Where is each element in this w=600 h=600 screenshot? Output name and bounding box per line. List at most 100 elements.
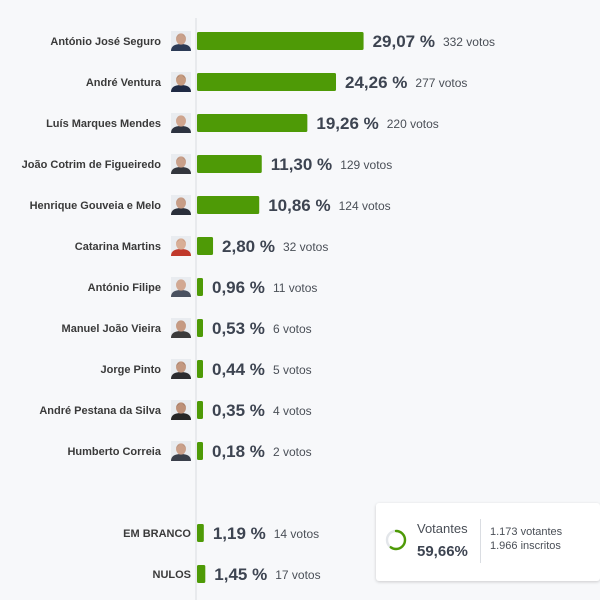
voters-count: 1.173 votantes [490, 526, 563, 538]
result-row: NULOS 1,45 % 17 votos [153, 565, 321, 584]
result-row: Manuel João Vieira 0,53 % 6 votos [62, 318, 312, 338]
candidate-name: Manuel João Vieira [62, 323, 162, 335]
photo-face [176, 74, 186, 86]
candidate-photo-icon [171, 154, 191, 174]
result-votes: 32 votos [283, 240, 328, 254]
result-bar [197, 319, 203, 337]
result-bar [197, 114, 308, 132]
result-votes: 5 votos [273, 363, 312, 377]
photo-face [176, 33, 186, 45]
photo-torso [171, 290, 191, 297]
candidate-photo-icon [171, 195, 191, 215]
result-row: André Ventura 24,26 % 277 votos [86, 72, 467, 92]
result-votes: 220 votos [387, 117, 439, 131]
candidate-photo-icon [171, 113, 191, 133]
result-row: Luís Marques Mendes 19,26 % 220 votos [46, 113, 439, 133]
candidate-photo-icon [171, 400, 191, 420]
result-bar [197, 565, 206, 583]
result-percent: 0,18 % [212, 442, 265, 461]
candidate-name: André Ventura [86, 77, 162, 89]
photo-torso [171, 167, 191, 174]
candidate-name: Henrique Gouveia e Melo [30, 200, 162, 212]
photo-face [176, 115, 186, 127]
result-percent: 24,26 % [345, 73, 407, 92]
candidate-photo-icon [171, 441, 191, 461]
turnout-ring-icon [385, 529, 407, 551]
photo-torso [171, 44, 191, 51]
result-bar [197, 73, 337, 91]
result-percent: 19,26 % [316, 114, 378, 133]
result-percent: 0,96 % [212, 278, 265, 297]
result-votes: 2 votos [273, 445, 312, 459]
candidate-photo-icon [171, 277, 191, 297]
result-percent: 10,86 % [268, 196, 330, 215]
photo-torso [171, 249, 191, 256]
candidate-name: Humberto Correia [67, 446, 161, 458]
candidate-name: Catarina Martins [75, 241, 161, 253]
candidate-name: António Filipe [88, 282, 161, 294]
result-row: António Filipe 0,96 % 11 votos [88, 277, 317, 297]
result-percent: 0,35 % [212, 401, 265, 420]
result-bar [197, 442, 203, 460]
result-row: Henrique Gouveia e Melo 10,86 % 124 votos [30, 195, 391, 215]
photo-hair [176, 75, 186, 79]
photo-face [176, 320, 186, 332]
result-bar [197, 524, 204, 542]
candidate-name: João Cotrim de Figueiredo [22, 159, 162, 171]
photo-torso [171, 85, 191, 92]
result-row: André Pestana da Silva 0,35 % 4 votos [39, 400, 312, 420]
result-row: António José Seguro 29,07 % 332 votos [50, 31, 495, 51]
result-bar [197, 360, 203, 378]
photo-hair [176, 239, 186, 243]
turnout-card: Votantes 59,66% 1.173 votantes 1.966 ins… [376, 503, 600, 581]
candidate-photo-icon [171, 31, 191, 51]
divider [480, 519, 481, 563]
result-bar [197, 196, 260, 214]
result-votes: 14 votos [274, 527, 319, 541]
candidate-name: NULOS [153, 569, 192, 581]
result-bar [197, 32, 364, 50]
result-row: Catarina Martins 2,80 % 32 votos [75, 236, 328, 256]
registered-count: 1.966 inscritos [490, 540, 561, 552]
photo-hair [176, 116, 186, 120]
candidate-name: André Pestana da Silva [39, 405, 162, 417]
candidate-name: Luís Marques Mendes [46, 118, 161, 130]
candidate-photo-icon [171, 236, 191, 256]
photo-face [176, 443, 186, 455]
photo-hair [176, 34, 186, 38]
photo-face [176, 402, 186, 414]
photo-hair [176, 403, 186, 407]
photo-torso [171, 126, 191, 133]
photo-torso [171, 208, 191, 215]
result-votes: 17 votos [275, 568, 320, 582]
photo-face [176, 279, 186, 291]
photo-face [176, 238, 186, 250]
result-row: Humberto Correia 0,18 % 2 votos [67, 441, 312, 461]
result-percent: 0,53 % [212, 319, 265, 338]
photo-torso [171, 331, 191, 338]
result-votes: 4 votos [273, 404, 312, 418]
photo-torso [171, 372, 191, 379]
candidate-name: António José Seguro [50, 36, 161, 48]
result-percent: 1,45 % [214, 565, 267, 584]
result-bar [197, 155, 262, 173]
result-bar [197, 401, 203, 419]
candidate-photo-icon [171, 318, 191, 338]
result-row: João Cotrim de Figueiredo 11,30 % 129 voto… [22, 154, 392, 174]
photo-hair [176, 362, 186, 366]
result-row: EM BRANCO 1,19 % 14 votos [123, 524, 319, 543]
candidate-photo-icon [171, 72, 191, 92]
photo-face [176, 197, 186, 209]
result-votes: 124 votos [339, 199, 391, 213]
turnout-label: Votantes [417, 521, 468, 536]
photo-face [176, 361, 186, 373]
photo-hair [176, 321, 186, 325]
candidate-photo-icon [171, 359, 191, 379]
result-votes: 277 votos [415, 76, 467, 90]
result-percent: 2,80 % [222, 237, 275, 256]
result-bar [197, 237, 214, 255]
result-percent: 0,44 % [212, 360, 265, 379]
result-votes: 6 votos [273, 322, 312, 336]
result-percent: 29,07 % [373, 32, 435, 51]
